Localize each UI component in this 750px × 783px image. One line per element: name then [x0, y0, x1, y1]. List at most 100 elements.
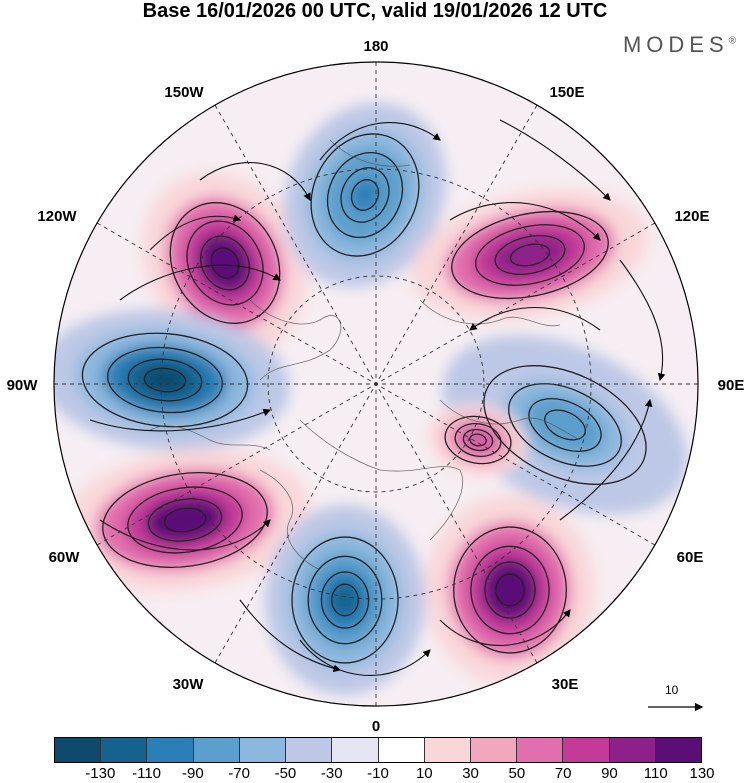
wind-streamline [199, 162, 311, 201]
brand-text: MODES [622, 32, 729, 57]
colorbar-tick-label: -30 [320, 765, 343, 782]
wind-streamline [439, 609, 571, 646]
canada-low-contour-4 [143, 367, 187, 393]
lon-label-60e: 60E [677, 549, 704, 566]
lon-label-120w: 120W [37, 208, 77, 225]
colorbar-segment-6 [332, 738, 379, 762]
kara-sea-high-contour-4 [469, 433, 487, 447]
north-pacific-low-contour-1 [310, 133, 420, 257]
lon-label-0: 0 [372, 718, 380, 735]
central-asia-low-contour-2 [508, 383, 622, 467]
brand-registered-mark: ® [728, 35, 736, 47]
lon-label-90e: 90E [718, 377, 745, 394]
colorbar-segment-9 [470, 738, 518, 762]
colorbar-tick-label: 50 [508, 765, 526, 782]
graticule [54, 62, 698, 706]
wind-streamline [319, 122, 441, 161]
greenland-sea-low-contour-1 [291, 536, 399, 664]
colorbar-segment-2 [147, 738, 194, 762]
central-asia-low-contour-1 [483, 365, 647, 485]
coastline-segment [419, 299, 561, 327]
colorbar-segment-0 [55, 738, 102, 762]
kara-sea-high-contour-2 [454, 422, 502, 458]
map-title: Base 16/01/2026 00 UTC, valid 19/01/2026… [142, 0, 608, 22]
lon-label-150w: 150W [164, 84, 204, 101]
wind-streamline [119, 264, 281, 301]
wind-streamline [619, 259, 666, 382]
colorbar-segment-7 [378, 738, 425, 762]
east-pacific-high-contour-3 [200, 235, 250, 291]
colorbar-tick-label: -50 [274, 765, 297, 782]
colorbar-tick-label: -10 [367, 765, 389, 782]
greenland-sea-low-contour-4 [331, 583, 359, 617]
colorbar-tick-label: -110 [132, 765, 162, 782]
coastline-segment [439, 399, 581, 441]
siberia-high-contour-4 [509, 243, 551, 267]
colorbar [54, 737, 702, 763]
siberia-high-contour-3 [494, 235, 566, 275]
east-pacific-high-contour-4 [210, 247, 240, 279]
wind-streamline [239, 599, 342, 673]
coastline-segment [299, 419, 464, 541]
wind-streamline [559, 398, 653, 521]
north-atlantic-high-contour-4 [163, 507, 207, 533]
europe-high-contour-2 [470, 545, 550, 635]
greenland-sea-low-fill-4 [330, 582, 360, 618]
lon-label-60w: 60W [49, 549, 81, 566]
colorbar-tick-label: 30 [462, 765, 479, 782]
north-atlantic-high-contour-2 [127, 486, 243, 554]
coastline-segment [149, 425, 271, 451]
east-pacific-high-contour-1 [169, 202, 281, 324]
north-atlantic-high-contour-3 [147, 498, 223, 542]
colorbar-segment-10 [517, 738, 564, 762]
wind-streamline [499, 119, 611, 201]
reference-vector-label: 10 [665, 683, 679, 697]
north-atlantic-high-fill-4 [162, 507, 208, 533]
wind-streamline [469, 307, 601, 331]
lon-label-30e: 30E [552, 676, 579, 693]
colorbar-segment-12 [609, 738, 656, 762]
anomaly-field [54, 62, 698, 706]
latitude-circle [267, 275, 485, 493]
latitude-circle [160, 168, 592, 600]
wind-streamline [99, 519, 271, 551]
wind-streamline [449, 202, 601, 241]
central-asia-low-contour-4 [544, 409, 586, 441]
wind-streamline [89, 408, 272, 432]
colorbar-segment-11 [563, 738, 610, 762]
central-asia-low-contour-3 [528, 397, 602, 453]
colorbar-segment-5 [286, 738, 333, 762]
kara-sea-high-fill-4 [469, 433, 487, 447]
colorbar-tick-label: -70 [228, 765, 250, 782]
europe-high-contour-3 [484, 561, 536, 619]
colorbar-tick-label: 70 [554, 765, 572, 782]
north-pacific-low-contour-4 [350, 179, 380, 211]
colorbar-segment-1 [101, 738, 148, 762]
europe-high-fill-4 [494, 572, 526, 608]
canada-low-contour-3 [127, 358, 203, 402]
europe-high-contour-4 [495, 573, 525, 607]
colorbar-tick-label: 130 [689, 765, 715, 782]
colorbar-segment-3 [193, 738, 240, 762]
north-atlantic-high-contour-1 [102, 472, 268, 568]
greenland-sea-low-contour-2 [307, 555, 383, 645]
colorbar-tick-label: 90 [601, 765, 618, 782]
colorbar-tick-label: -90 [182, 765, 204, 782]
wind-streamline [299, 639, 431, 676]
greenland-sea-low-contour-3 [320, 571, 370, 629]
colorbar-ticks: -130 -110 -90 -70 -50 -30 -10 10 30 50 70 90 110 130 [54, 765, 714, 783]
colorbar-tick-label: -130 [85, 765, 116, 782]
map-boundary [53, 61, 699, 707]
colorbar-segment-13 [655, 738, 702, 762]
kara-sea-high-contour-3 [462, 428, 494, 452]
wind-streamline [149, 214, 242, 251]
colorbar-segment-8 [424, 738, 471, 762]
lon-label-180: 180 [363, 38, 388, 55]
colorbar-tick-label: 110 [643, 765, 668, 782]
europe-high-contour-1 [453, 526, 567, 654]
east-pacific-high-fill-4 [210, 246, 240, 280]
lon-label-30w: 30W [173, 676, 205, 693]
north-pacific-low-contour-3 [340, 167, 390, 223]
coastline-segment [259, 469, 321, 571]
colorbar-tick-label: 10 [415, 765, 433, 782]
